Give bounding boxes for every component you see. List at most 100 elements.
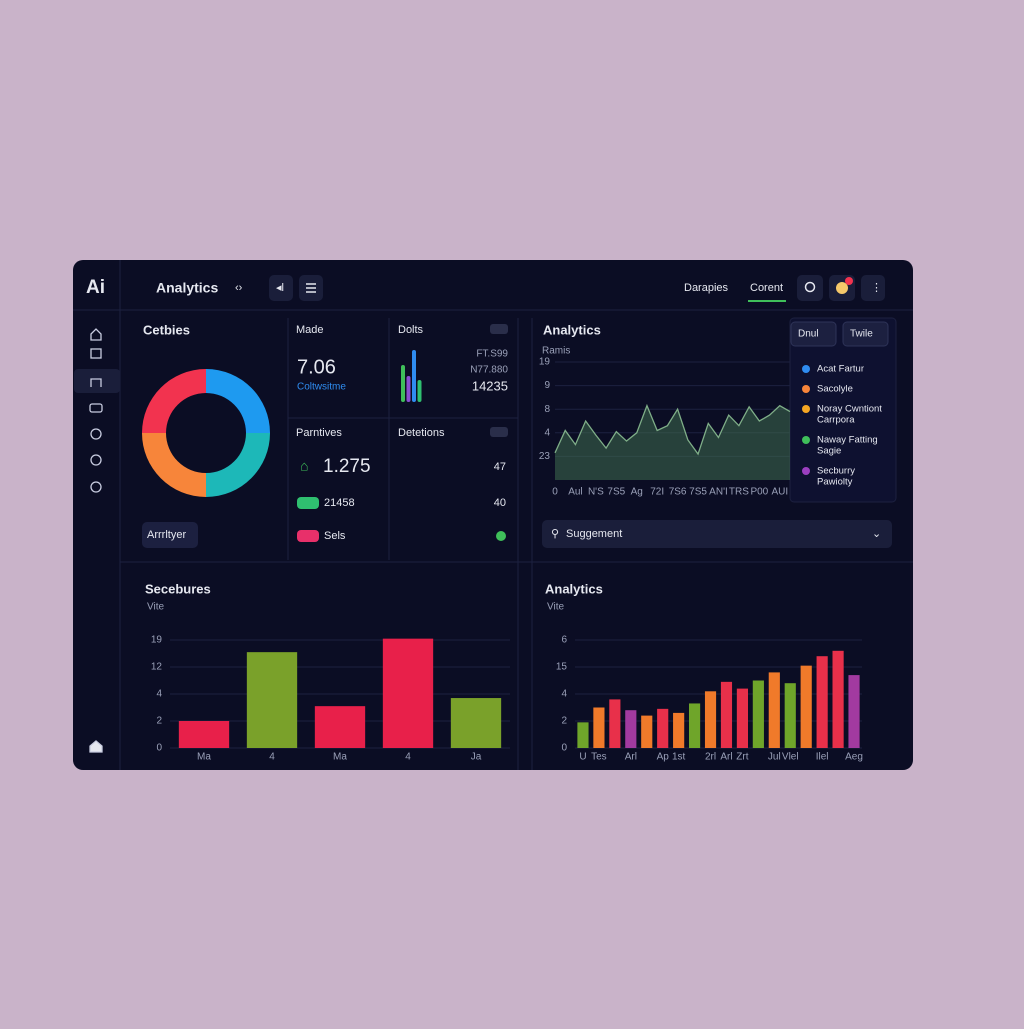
x-tick-label: Ap xyxy=(657,752,670,763)
stat-value: 1.275 xyxy=(323,456,371,477)
dashboard-panel xyxy=(73,260,913,770)
legend-swatch xyxy=(802,365,810,373)
toggle[interactable] xyxy=(490,427,508,437)
y-tick-label: 6 xyxy=(561,635,567,646)
search-box[interactable] xyxy=(542,520,892,548)
logo: Ai xyxy=(86,277,105,298)
legend-button[interactable] xyxy=(790,321,837,347)
card-title: Parntives xyxy=(296,427,342,439)
area-line xyxy=(554,403,791,456)
x-tick-label: 72I xyxy=(650,487,664,498)
tab[interactable]: Darapies xyxy=(684,282,729,294)
bar xyxy=(816,656,828,748)
x-tick-label: TRS xyxy=(729,487,749,498)
bar xyxy=(577,722,589,748)
figure: N77.880 xyxy=(470,365,508,376)
search-icon: ⚲ xyxy=(551,528,559,540)
bar xyxy=(625,710,637,748)
legend-label: Secburry xyxy=(817,466,855,477)
card-title: Detetions xyxy=(398,427,445,439)
y-tick-label: 9 xyxy=(544,380,550,391)
stat-value: 7.06 xyxy=(297,356,336,378)
more-icon: ⋮ xyxy=(871,282,882,294)
x-tick-label: 0 xyxy=(552,487,558,498)
y-tick-label: 19 xyxy=(539,357,551,368)
y-tick-label: 4 xyxy=(561,689,567,700)
legend-swatch xyxy=(802,385,810,393)
mini-bar xyxy=(401,365,405,402)
x-tick-label: Jul xyxy=(768,752,781,763)
chart-title: Analytics xyxy=(545,581,603,596)
legend-button[interactable] xyxy=(842,321,889,347)
x-tick-label: Aeg xyxy=(845,752,863,763)
badge xyxy=(297,497,319,509)
x-tick-label: Arl xyxy=(720,752,732,763)
app-title: Analytics xyxy=(156,280,218,296)
bar xyxy=(382,638,434,748)
legend-label: Naway Fatting xyxy=(817,435,878,446)
y-tick-label: 4 xyxy=(544,427,550,438)
button-label[interactable]: Arrrltyer xyxy=(147,529,186,541)
axis-label: Ramis xyxy=(542,346,570,357)
mini-bar xyxy=(417,380,422,402)
card-button[interactable] xyxy=(142,522,198,548)
bar xyxy=(784,683,796,748)
axis-label: Vite xyxy=(547,602,564,613)
toggle[interactable] xyxy=(490,324,508,334)
mini-bar xyxy=(406,376,411,402)
x-tick-label: 7S6 xyxy=(669,487,687,498)
sidebar-icons[interactable] xyxy=(74,328,120,753)
bar xyxy=(848,675,860,748)
bar xyxy=(641,715,653,748)
bar xyxy=(609,699,621,748)
x-tick-label: Ag xyxy=(631,487,643,498)
bar xyxy=(800,665,812,748)
bar xyxy=(673,712,685,748)
bar xyxy=(246,652,298,748)
bar xyxy=(689,703,701,748)
x-tick-label: N'S xyxy=(588,487,604,498)
dropdown-icon: ⌄ xyxy=(872,528,881,540)
icon: ⌂ xyxy=(300,458,308,474)
badge-label: Sels xyxy=(324,530,346,542)
bar xyxy=(657,708,669,748)
stat-value: 21458 xyxy=(324,497,355,509)
search-placeholder[interactable]: Suggement xyxy=(566,528,622,540)
stat-caption: Coltwsitme xyxy=(297,382,346,393)
x-tick-label: Zrt xyxy=(736,752,748,763)
x-tick-label: Arl xyxy=(625,752,637,763)
code-icon: ‹› xyxy=(235,282,243,294)
x-tick-label: Vlel xyxy=(782,752,799,763)
x-tick-label: AUI xyxy=(771,487,788,498)
bar xyxy=(314,706,366,748)
mini-bar xyxy=(412,350,416,402)
card-title: Dolts xyxy=(398,324,424,336)
y-tick-label: 19 xyxy=(151,635,163,646)
x-tick-label: U xyxy=(579,752,586,763)
toolbar-buttons[interactable] xyxy=(269,275,885,302)
donut-segment xyxy=(206,433,270,497)
bar xyxy=(752,680,764,748)
y-tick-label: 2 xyxy=(156,716,162,727)
legend-box xyxy=(789,317,897,503)
y-tick-label: 23 xyxy=(539,451,551,462)
x-tick-label: Aul xyxy=(568,487,582,498)
axis-label: Vite xyxy=(147,602,164,613)
legend-label: Pawiolty xyxy=(817,477,853,488)
bar xyxy=(720,681,733,748)
x-tick-label: Tes xyxy=(591,752,607,763)
legend-label: Carrpora xyxy=(817,415,855,426)
legend-button-label[interactable]: Dnul xyxy=(798,329,819,340)
legend-swatch xyxy=(802,467,810,475)
y-tick-label: 0 xyxy=(561,743,567,754)
x-tick-label: Ma xyxy=(197,752,211,763)
card-title: Cetbies xyxy=(143,322,190,337)
y-tick-label: 12 xyxy=(151,662,163,673)
card-title: Made xyxy=(296,324,324,336)
tab[interactable]: Corent xyxy=(750,282,783,294)
bar xyxy=(178,721,230,748)
y-tick-label: 15 xyxy=(556,662,568,673)
bar xyxy=(832,650,844,748)
y-tick-label: 4 xyxy=(156,689,162,700)
legend-button-label[interactable]: Twile xyxy=(850,329,873,340)
